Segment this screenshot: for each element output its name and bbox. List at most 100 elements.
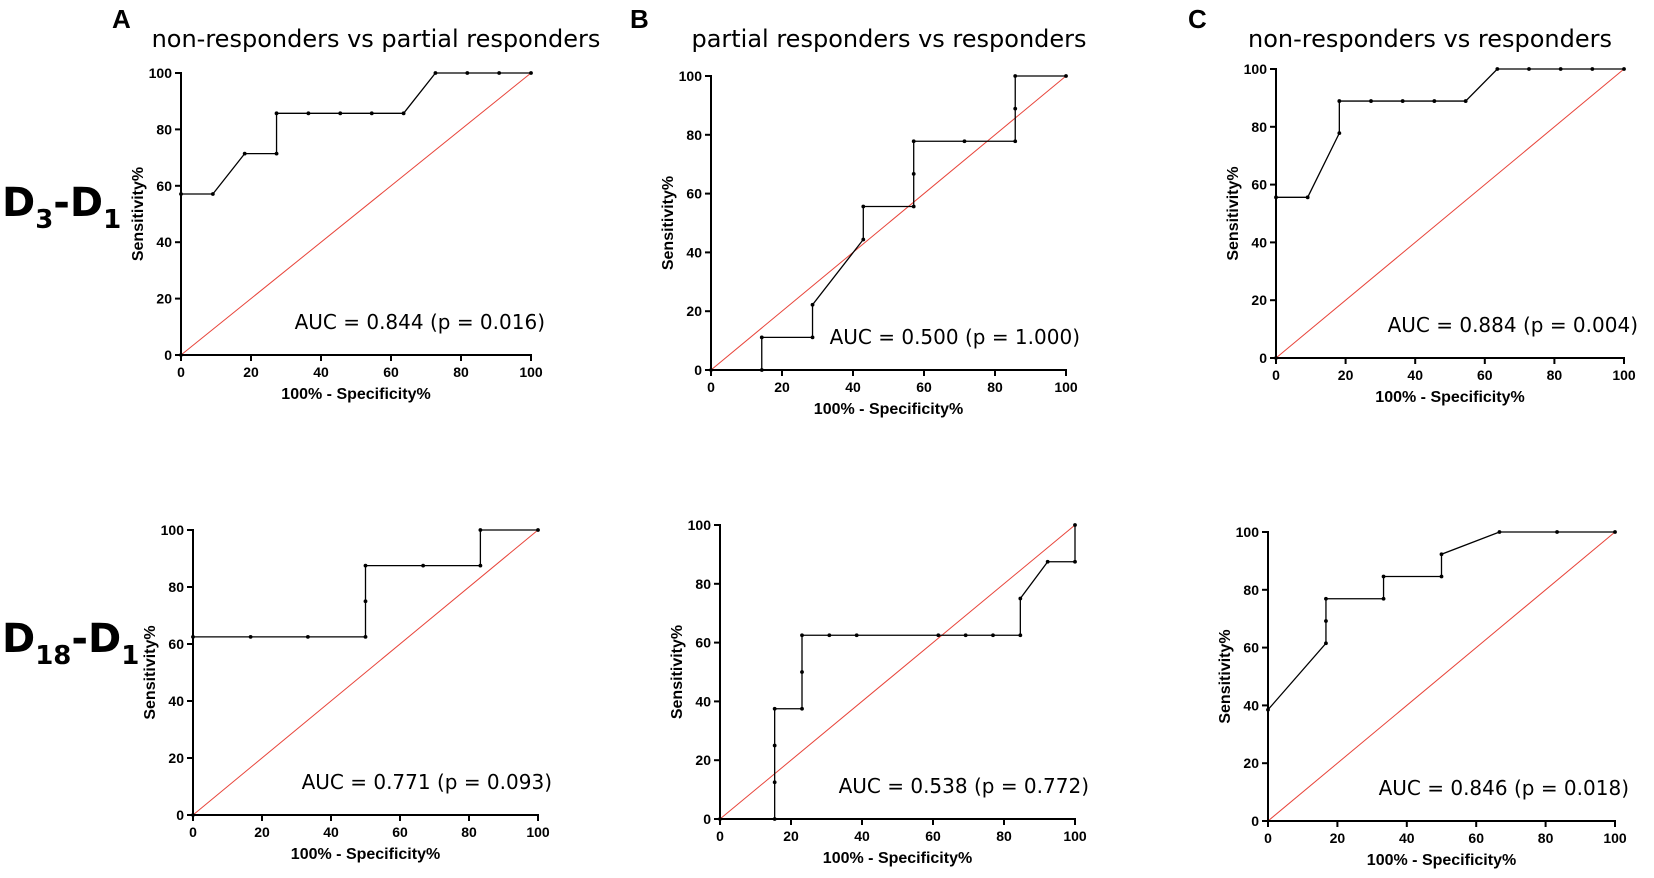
y-tick-label: 60 — [1243, 640, 1259, 656]
roc-point — [1324, 596, 1328, 601]
y-tick-label: 100 — [161, 522, 185, 538]
x-tick-label: 60 — [916, 379, 932, 395]
x-tick-label: 20 — [783, 828, 799, 844]
roc-point — [1495, 67, 1500, 71]
roc-point — [465, 71, 470, 75]
roc-point — [536, 528, 540, 532]
roc-curve — [1275, 68, 1624, 358]
x-axis-title: 100% - Specificity% — [823, 850, 972, 867]
roc-point — [1432, 99, 1437, 103]
column-title-1: non-responders vs partial responders — [152, 25, 601, 53]
y-tick-label: 80 — [1251, 119, 1267, 135]
roc-chart-2-1: 0 20 40 60 80 100 0 20 40 60 80 100 100% - Specifici… — [142, 522, 552, 863]
panel-letter-a: A — [112, 4, 131, 34]
y-tick-label: 80 — [695, 576, 711, 592]
roc-point — [1613, 530, 1617, 534]
roc-curve — [1267, 531, 1615, 711]
y-tick-label: 100 — [149, 65, 173, 81]
auc-annotation: AUC = 0.884 (p = 0.004) — [1388, 313, 1638, 337]
y-tick-label: 80 — [168, 579, 184, 595]
x-tick-label: 100 — [1603, 830, 1627, 846]
panel-letter-c: C — [1188, 4, 1207, 34]
x-tick-label: 80 — [1538, 830, 1554, 846]
roc-point — [1324, 619, 1328, 623]
x-tick-label: 0 — [177, 364, 185, 380]
y-tick-label: 40 — [1251, 234, 1267, 250]
roc-point — [369, 111, 374, 116]
roc-chart-1-3: 0 20 40 60 80 100 0 20 40 60 80 100 100% - Specifici… — [1225, 61, 1638, 406]
y-tick-label: 80 — [156, 121, 172, 137]
x-tick-label: 100 — [519, 364, 543, 380]
roc-point — [1073, 523, 1077, 527]
x-tick-label: 80 — [996, 828, 1012, 844]
auc-annotation: AUC = 0.538 (p = 0.772) — [839, 774, 1089, 798]
y-tick-label: 80 — [686, 127, 702, 143]
roc-point — [1400, 99, 1405, 103]
roc-point — [827, 633, 832, 638]
column-title-2: partial responders vs responders — [691, 25, 1086, 53]
roc-point — [1590, 67, 1595, 71]
roc-point — [210, 192, 215, 196]
x-tick-label: 100 — [526, 824, 550, 840]
x-tick-label: 100 — [1612, 367, 1636, 383]
x-tick-label: 80 — [453, 364, 469, 380]
roc-point — [800, 706, 804, 711]
roc-chart-1-1: 0 20 40 60 80 100 0 20 40 60 80 100 100% - Specifici… — [130, 65, 545, 403]
y-tick-label: 0 — [1251, 813, 1259, 829]
y-tick-label: 0 — [703, 811, 711, 827]
roc-point — [800, 633, 804, 638]
roc-point — [772, 706, 777, 711]
roc-point — [911, 139, 916, 144]
x-tick-label: 100 — [1054, 379, 1078, 395]
y-tick-label: 0 — [176, 807, 184, 823]
y-tick-label: 100 — [688, 517, 712, 533]
roc-point — [529, 71, 533, 75]
roc-point — [1527, 67, 1531, 71]
roc-point — [772, 743, 777, 748]
roc-point — [274, 151, 279, 156]
roc-chart-2-3: 0 20 40 60 80 100 0 20 40 60 80 100 100% - Specifici… — [1217, 524, 1629, 869]
y-tick-label: 60 — [156, 178, 172, 194]
roc-point — [772, 780, 777, 785]
roc-point — [1497, 530, 1502, 534]
roc-point — [800, 670, 804, 674]
x-tick-label: 100 — [1063, 828, 1087, 844]
y-tick-label: 20 — [1243, 755, 1259, 771]
y-axis-title: Sensitivity% — [1225, 166, 1242, 260]
roc-point — [248, 634, 253, 639]
y-tick-label: 0 — [694, 362, 702, 378]
auc-annotation: AUC = 0.844 (p = 0.016) — [295, 310, 545, 334]
x-tick-label: 40 — [323, 824, 339, 840]
x-tick-label: 60 — [925, 828, 941, 844]
roc-point — [1045, 559, 1050, 564]
y-tick-label: 100 — [1236, 524, 1260, 540]
panel-letter-b: B — [630, 4, 649, 34]
x-tick-label: 20 — [774, 379, 790, 395]
roc-point — [1381, 574, 1386, 579]
roc-point — [274, 111, 279, 116]
y-tick-label: 20 — [1251, 292, 1267, 308]
roc-point — [478, 528, 483, 532]
roc-point — [1324, 641, 1328, 646]
roc-point — [936, 633, 941, 638]
y-tick-label: 60 — [1251, 177, 1267, 193]
y-axis-title: Sensitivity% — [142, 625, 159, 719]
x-axis-title: 100% - Specificity% — [281, 386, 430, 403]
x-axis-title: 100% - Specificity% — [291, 846, 440, 863]
roc-charts: 0 20 40 60 80 100 0 20 40 60 80 100 100% - Specifici… — [130, 61, 1638, 869]
x-tick-label: 20 — [1330, 830, 1346, 846]
roc-point — [991, 633, 995, 638]
roc-point — [1381, 596, 1386, 601]
roc-point — [759, 335, 764, 340]
roc-point — [1439, 574, 1444, 579]
x-axis-title: 100% - Specificity% — [1367, 852, 1516, 869]
x-tick-label: 0 — [189, 824, 197, 840]
roc-point — [305, 634, 310, 639]
y-tick-label: 100 — [679, 68, 703, 84]
roc-point — [962, 139, 967, 144]
x-tick-label: 80 — [987, 379, 1003, 395]
roc-point — [433, 71, 438, 75]
roc-point — [401, 111, 406, 116]
reference-line — [719, 524, 1076, 820]
x-tick-label: 20 — [243, 364, 259, 380]
